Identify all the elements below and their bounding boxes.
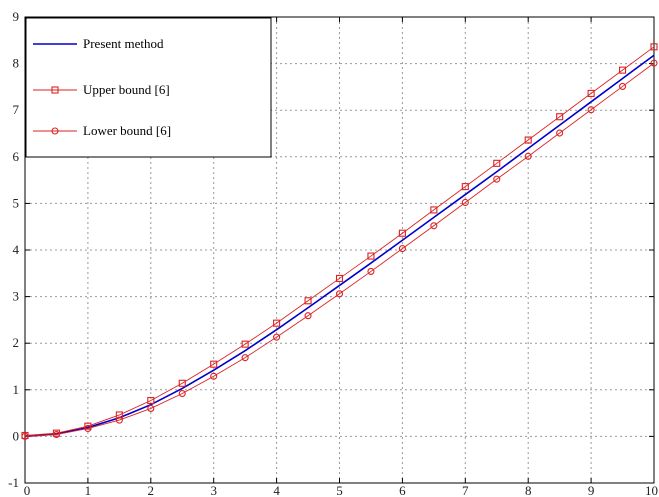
series-line — [24, 62, 655, 437]
data-point-marker — [84, 424, 92, 433]
data-point-marker — [304, 297, 312, 305]
data-point-marker — [335, 290, 344, 298]
legend-marker — [51, 127, 59, 135]
data-point-marker — [587, 89, 595, 97]
data-point-marker — [147, 396, 155, 405]
x-tick-label: 1 — [85, 483, 92, 497]
data-point-marker — [524, 136, 532, 144]
x-tick-label: 2 — [148, 483, 155, 497]
data-point-marker — [398, 229, 406, 237]
data-point-marker — [241, 340, 249, 348]
data-point-marker — [304, 312, 312, 320]
data-point-marker — [493, 159, 501, 167]
data-point-marker — [335, 274, 344, 282]
data-point-marker — [650, 43, 658, 51]
y-tick-label: 1 — [13, 382, 20, 397]
legend-box — [25, 17, 272, 158]
data-point-marker — [115, 416, 123, 424]
x-tick-label: 4 — [273, 483, 280, 497]
data-point-marker — [430, 206, 438, 214]
data-point-marker — [210, 372, 218, 380]
data-point-marker — [52, 430, 61, 439]
data-point-marker — [461, 198, 469, 207]
y-tick-label: 2 — [13, 335, 20, 350]
y-tick-label: 6 — [13, 149, 20, 164]
series-line — [24, 46, 655, 436]
y-tick-label: 4 — [13, 242, 20, 257]
series-3 — [21, 59, 658, 440]
data-point-marker — [241, 354, 249, 362]
legend-label: Present method — [83, 36, 164, 51]
x-tick-label: 10 — [645, 483, 658, 497]
data-point-marker — [115, 411, 123, 419]
y-tick-label: 9 — [13, 9, 20, 24]
data-point-marker — [367, 252, 375, 260]
data-point-marker — [618, 66, 627, 74]
x-tick-label: 9 — [588, 483, 595, 497]
data-point-marker — [398, 245, 406, 253]
data-point-marker — [210, 360, 218, 368]
y-tick-label: 7 — [13, 102, 20, 117]
data-point-marker — [84, 422, 92, 430]
data-point-marker — [556, 113, 564, 121]
data-point-marker — [461, 183, 469, 191]
data-point-marker — [273, 333, 281, 341]
data-point-marker — [524, 152, 532, 160]
axis-ticks: 0 1 2 3 4 5 6 7 8 9 10 -1 0 1 2 3 4 5 6 7 8 9 — [8, 9, 658, 497]
x-tick-label: 5 — [336, 483, 343, 497]
data-point-marker — [618, 82, 627, 90]
data-point-marker — [273, 319, 281, 327]
data-point-marker — [367, 267, 375, 275]
data-point-marker — [430, 222, 438, 230]
series-line — [24, 54, 655, 438]
data-point-marker — [178, 389, 186, 398]
data-point-marker — [147, 404, 155, 412]
legend-marker — [51, 86, 59, 94]
x-tick-label: 0 — [24, 483, 31, 497]
data-point-marker — [556, 129, 564, 137]
y-tick-label: 5 — [13, 195, 20, 210]
series-layer — [21, 43, 658, 440]
legend-label: Lower bound [6] — [83, 123, 171, 138]
legend: Present method Upper bound [6] Lower bound… — [25, 17, 272, 158]
series-2 — [21, 43, 658, 440]
data-point-marker — [178, 379, 186, 387]
y-tick-label: 8 — [13, 56, 20, 71]
data-point-marker — [493, 175, 501, 183]
data-point-marker — [650, 59, 658, 67]
x-tick-label: 6 — [399, 483, 406, 497]
data-point-marker — [21, 432, 29, 440]
x-tick-label: 7 — [462, 483, 469, 497]
y-tick-label: 0 — [13, 428, 20, 443]
y-tick-label: -1 — [8, 475, 19, 490]
x-tick-label: 8 — [525, 483, 532, 497]
legend-label: Upper bound [6] — [83, 82, 170, 97]
y-tick-label: 3 — [13, 289, 20, 304]
x-tick-label: 3 — [210, 483, 217, 497]
series-1 — [24, 54, 655, 438]
data-point-marker — [587, 106, 595, 114]
